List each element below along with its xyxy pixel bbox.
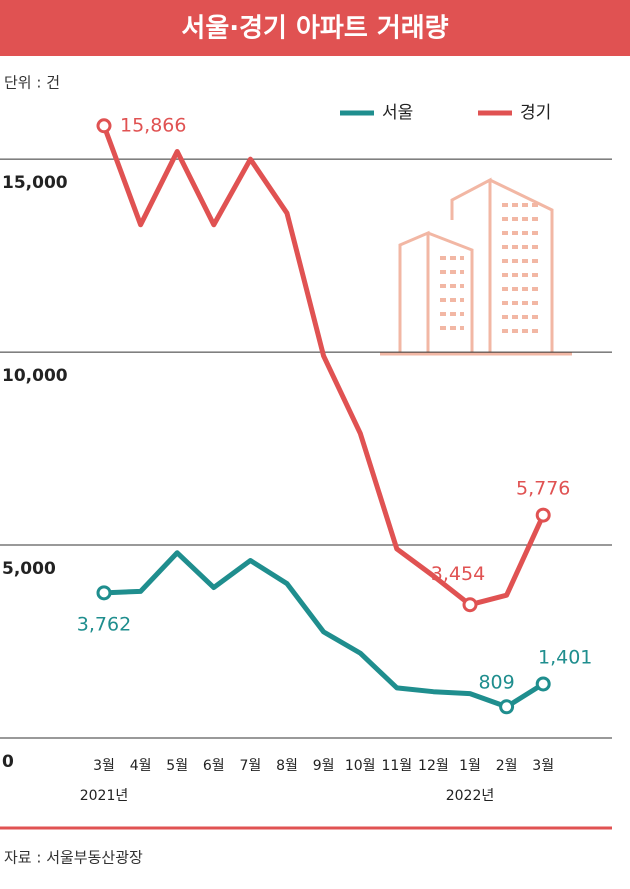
value-label: 3,454	[431, 563, 485, 585]
y-tick-label: 10,000	[2, 366, 68, 386]
point-marker	[96, 585, 112, 601]
x-tick-label: 10월	[345, 758, 376, 774]
value-label: 15,866	[120, 114, 186, 136]
x-tick-label: 5월	[166, 758, 188, 774]
legend-label: 경기	[520, 103, 551, 123]
value-label: 809	[478, 671, 514, 693]
x-group-label: 2022년	[446, 788, 495, 804]
y-tick-label: 0	[2, 752, 14, 772]
building-icon	[380, 177, 572, 356]
y-tick-label: 15,000	[2, 173, 68, 193]
x-tick-label: 8월	[276, 758, 298, 774]
legend-label: 서울	[382, 103, 413, 123]
series-line	[103, 550, 545, 710]
x-tick-label: 4월	[130, 758, 152, 774]
x-tick-label: 11월	[381, 758, 412, 774]
x-tick-label: 6월	[203, 758, 225, 774]
point-marker	[535, 676, 551, 692]
value-label: 1,401	[538, 646, 592, 668]
chart-title: 서울·경기 아파트 거래량	[181, 14, 448, 44]
x-tick-label: 2월	[496, 758, 518, 774]
series-line	[101, 124, 546, 608]
x-group-label: 2021년	[80, 788, 129, 804]
point-marker	[462, 597, 478, 613]
x-tick-label: 3월	[93, 758, 115, 774]
y-tick-label: 5,000	[2, 559, 56, 579]
x-tick-label: 7월	[240, 758, 262, 774]
x-tick-label: 1월	[459, 758, 481, 774]
x-tick-label: 3월	[532, 758, 554, 774]
source: 자료 : 서울부동산광장	[4, 849, 143, 867]
title-bar	[0, 0, 630, 56]
point-marker	[499, 699, 515, 715]
unit-label: 단위 : 건	[4, 74, 60, 92]
value-label: 3,762	[77, 613, 131, 635]
x-tick-label: 12월	[418, 758, 449, 774]
x-tick-label: 9월	[313, 758, 335, 774]
point-marker	[535, 507, 551, 523]
value-label: 5,776	[516, 478, 570, 500]
point-marker	[96, 118, 112, 134]
